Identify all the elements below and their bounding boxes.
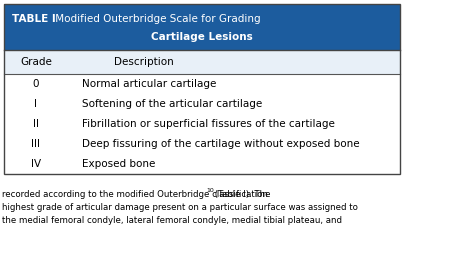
Text: Fibrillation or superficial fissures of the cartilage: Fibrillation or superficial fissures of … [82,119,335,129]
Bar [4,94,400,114]
Text: highest grade of articular damage present on a particular surface was assigned t: highest grade of articular damage presen… [2,203,358,212]
Bar [4,50,400,74]
Bar [4,4,400,50]
Text: Normal articular cartilage: Normal articular cartilage [82,79,216,89]
Text: Description: Description [114,57,174,67]
Text: recorded according to the modified Outerbridge classification: recorded according to the modified Outer… [2,190,268,199]
Bar [4,134,400,154]
Text: (Table I). The: (Table I). The [212,190,271,199]
Text: III: III [31,139,40,149]
Bar [4,114,400,134]
Text: Grade: Grade [20,57,52,67]
Text: Cartilage Lesions: Cartilage Lesions [151,32,253,42]
Text: Exposed bone: Exposed bone [82,159,155,169]
Bar [4,74,400,94]
Bar [4,154,400,174]
Text: 0: 0 [33,79,39,89]
Text: Deep fissuring of the cartilage without exposed bone: Deep fissuring of the cartilage without … [82,139,360,149]
Text: II: II [33,119,39,129]
Text: IV: IV [31,159,41,169]
Text: TABLE I: TABLE I [12,14,56,24]
Text: Modified Outerbridge Scale for Grading: Modified Outerbridge Scale for Grading [52,14,261,24]
Text: the medial femoral condyle, lateral femoral condyle, medial tibial plateau, and: the medial femoral condyle, lateral femo… [2,216,342,225]
Text: Softening of the articular cartilage: Softening of the articular cartilage [82,99,262,109]
Text: I: I [35,99,37,109]
Bar [4,4,400,174]
Text: 10: 10 [206,188,214,193]
